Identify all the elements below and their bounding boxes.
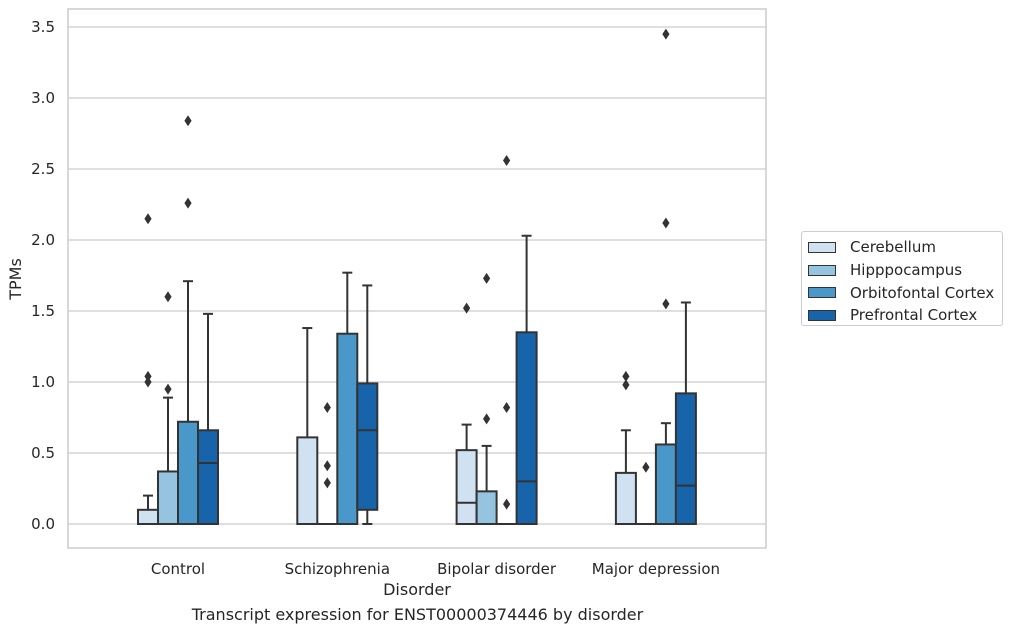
box — [296, 436, 319, 526]
box — [475, 490, 498, 525]
figure-caption: Transcript expression for ENST0000037444… — [191, 605, 644, 624]
box — [336, 332, 359, 525]
outlier-point — [503, 498, 511, 510]
outlier-point — [463, 302, 471, 314]
y-axis-ticks: 0.0 0.5 1.0 1.5 2.0 2.5 3.0 3.5 — [31, 18, 55, 533]
box — [455, 449, 478, 525]
legend-label: Hipppocampus — [850, 261, 963, 280]
outlier-point — [662, 217, 670, 229]
y-tick-label: 2.5 — [31, 160, 55, 178]
legend-swatch — [808, 287, 836, 299]
box — [614, 471, 637, 526]
x-tick-label: Bipolar disorder — [437, 560, 557, 578]
x-axis-label: Disorder — [383, 580, 451, 599]
legend-swatch — [808, 264, 836, 276]
outlier-point — [164, 383, 172, 395]
outlier-point — [323, 402, 331, 414]
outlier-point — [323, 477, 331, 489]
legend-label: Orbitofontal Cortex — [850, 283, 995, 302]
outlier-point — [144, 376, 152, 388]
legend-item: Orbitofontal Cortex — [808, 281, 1002, 304]
outlier-point — [144, 213, 152, 225]
outlier-point — [184, 115, 192, 127]
outlier-point — [483, 413, 491, 425]
x-tick-label: Major depression — [592, 560, 720, 578]
y-tick-label: 0.0 — [31, 515, 55, 533]
plot-area-frame — [67, 8, 767, 549]
legend-item: Prefrontal Cortex — [808, 304, 1002, 327]
outlier-point — [503, 154, 511, 166]
x-tick-label: Schizophrenia — [285, 560, 390, 578]
box — [197, 429, 219, 525]
y-tick-label: 3.0 — [31, 89, 55, 107]
box — [157, 470, 179, 525]
legend-item: Hipppocampus — [808, 259, 1002, 282]
box — [654, 443, 677, 526]
series-prefrontal-cortex — [197, 234, 697, 525]
outlier-point — [503, 402, 511, 414]
legend: Cerebellum Hipppocampus Orbitofontal Corte… — [801, 231, 1003, 326]
legend-swatch — [808, 309, 836, 321]
outlier-point — [622, 379, 630, 391]
legend-item: Cerebellum — [808, 236, 1002, 259]
x-tick-label: Control — [151, 560, 205, 578]
legend-swatch — [808, 241, 836, 253]
box — [356, 382, 379, 511]
y-tick-label: 1.5 — [31, 302, 55, 320]
series-orbitofontal-cortex — [177, 28, 677, 526]
y-tick-label: 2.0 — [31, 231, 55, 249]
outlier-point — [622, 370, 630, 382]
outlier-point — [662, 298, 670, 310]
y-tick-label: 3.5 — [31, 18, 55, 36]
outlier-point — [144, 370, 152, 382]
legend-label: Cerebellum — [850, 238, 936, 257]
x-axis-ticks: Control Schizophrenia Bipolar disorder Majo… — [151, 560, 720, 578]
outlier-point — [662, 28, 670, 40]
box — [137, 508, 159, 525]
box-series — [137, 28, 697, 526]
outlier-point — [642, 461, 650, 473]
box — [177, 420, 199, 526]
legend-label: Prefrontal Cortex — [850, 306, 978, 325]
series-cerebellum — [137, 213, 637, 526]
box — [515, 331, 538, 525]
y-tick-label: 0.5 — [31, 444, 55, 462]
outlier-point — [483, 272, 491, 284]
box — [674, 392, 697, 525]
outlier-point — [184, 197, 192, 209]
outlier-point — [323, 460, 331, 472]
y-tick-label: 1.0 — [31, 373, 55, 391]
outlier-point — [164, 291, 172, 303]
y-axis-label: TPMs — [6, 258, 25, 301]
